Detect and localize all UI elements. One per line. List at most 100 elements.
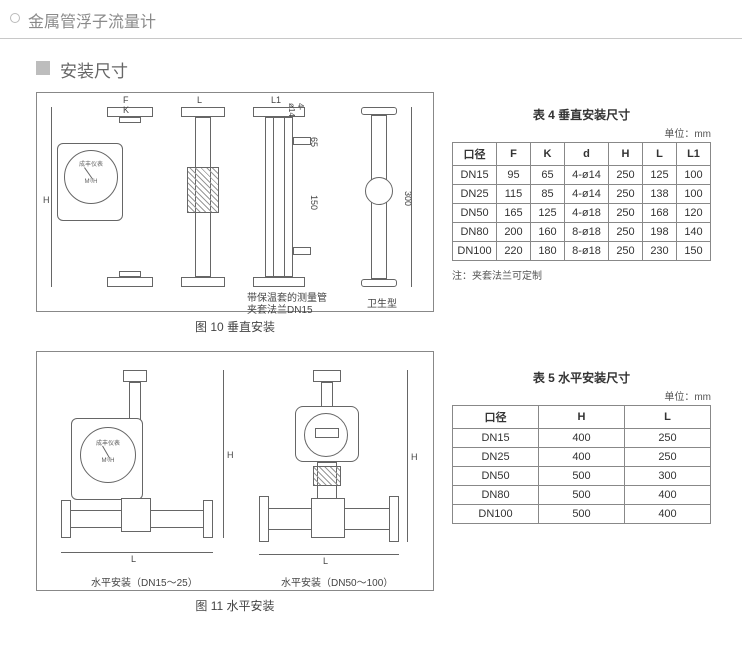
table-cell: 300 <box>625 467 711 486</box>
fig10-d1-botflange <box>107 277 153 287</box>
table5-block: 表 5 水平安装尺寸 单位：mm 口径HL DN15400250DN254002… <box>452 369 711 524</box>
fig10-dim-65: 65 <box>309 137 319 147</box>
table-cell: 85 <box>531 185 565 204</box>
table-header-cell: L <box>625 406 711 429</box>
figure11-block: 成丰仪表 M³/H L H <box>36 351 434 614</box>
table-cell: 120 <box>677 204 711 223</box>
fig11-r-cap <box>313 370 341 382</box>
fig11-r-dial <box>304 413 348 457</box>
table-cell: DN80 <box>453 223 497 242</box>
fig11-r-gauge <box>295 406 359 462</box>
fig10-d1-topflange <box>107 107 153 117</box>
fig11-r-fr <box>389 496 399 542</box>
table-cell: 8-ø18 <box>565 242 609 261</box>
table-cell: 400 <box>539 448 625 467</box>
fig11-r-H: H <box>411 452 418 462</box>
fig10-d3-port2 <box>293 247 311 255</box>
fig10-dim-F: F <box>123 95 129 105</box>
page-header: 金属管浮子流量计 <box>0 0 742 39</box>
table-row: DN25400250 <box>453 448 711 467</box>
fig11-l-stem <box>129 382 141 422</box>
fig10-d3-bf <box>253 277 305 287</box>
figure10-caption: 图 10 垂直安装 <box>36 318 434 335</box>
fig10-d1-neck1 <box>119 117 141 123</box>
fig11-l-Lline <box>61 552 213 553</box>
fig10-dim-L1: L1 <box>271 95 281 105</box>
fig11-r-tee <box>311 498 345 538</box>
table-row: DN100500400 <box>453 505 711 524</box>
table-cell: 250 <box>609 242 643 261</box>
table-cell: 250 <box>625 448 711 467</box>
table-cell: DN50 <box>453 467 539 486</box>
fig10-dim-H-line <box>51 107 52 287</box>
page-title: 金属管浮子流量计 <box>28 14 156 31</box>
fig11-r-stem <box>321 382 333 408</box>
fig10-d4-bclamp <box>361 279 397 287</box>
table5: 口径HL DN15400250DN25400250DN50500300DN805… <box>452 405 711 524</box>
fig10-d4-dial <box>365 177 393 205</box>
table-cell: DN100 <box>453 242 497 261</box>
table-cell: 125 <box>643 166 677 185</box>
fig10-dim-300-line <box>411 107 412 287</box>
table-cell: DN100 <box>453 505 539 524</box>
table-row: DN1595654-ø14250125100 <box>453 166 711 185</box>
table-cell: 250 <box>609 166 643 185</box>
table-cell: 65 <box>531 166 565 185</box>
table-cell: DN15 <box>453 429 539 448</box>
table-cell: 150 <box>677 242 711 261</box>
table-row: DN501651254-ø18250168120 <box>453 204 711 223</box>
figure10-box: F K 成丰仪表 M³/H H <box>36 92 434 312</box>
table4-note: 注：夹套法兰可定制 <box>452 267 711 282</box>
table4-title: 表 4 垂直安装尺寸 <box>452 106 711 123</box>
table-cell: 4-ø14 <box>565 166 609 185</box>
table4-header-row: 口径FKdHLL1 <box>453 143 711 166</box>
table4-body: DN1595654-ø14250125100DN25115854-ø142501… <box>453 166 711 261</box>
table-row: DN80500400 <box>453 486 711 505</box>
table-row: DN15400250 <box>453 429 711 448</box>
table4-unit: 单位：mm <box>452 125 711 140</box>
row-2: 成丰仪表 M³/H L H <box>0 351 742 614</box>
fig10-d1-brand: 成丰仪表 <box>65 159 117 168</box>
table-cell: 250 <box>609 204 643 223</box>
fig10-d1-dial: 成丰仪表 M³/H <box>64 150 118 204</box>
fig11-r-Hline <box>407 370 408 542</box>
fig11-cap2: 水平安装（DN50～100） <box>281 574 393 589</box>
table-cell: 400 <box>625 486 711 505</box>
fig10-dim-phi14: 4-ø14 <box>287 103 305 117</box>
table-cell: 250 <box>609 223 643 242</box>
fig10-dim-H: H <box>43 195 50 205</box>
table-cell: 200 <box>497 223 531 242</box>
table-cell: 95 <box>497 166 531 185</box>
fig11-r-lcd <box>315 428 339 438</box>
fig11-l-dial: 成丰仪表 M³/H <box>80 427 136 483</box>
table-row: DN25115854-ø14250138100 <box>453 185 711 204</box>
table-header-cell: L1 <box>677 143 711 166</box>
table-cell: DN25 <box>453 185 497 204</box>
fig11-r-L: L <box>323 556 328 566</box>
table-cell: 165 <box>497 204 531 223</box>
fig11-l-tee <box>121 498 151 532</box>
fig11-l-fl <box>61 500 71 538</box>
table-cell: 500 <box>539 505 625 524</box>
table4-block: 表 4 垂直安装尺寸 单位：mm 口径FKdHLL1 DN1595654-ø14… <box>452 106 711 282</box>
fig10-d4-tclamp <box>361 107 397 115</box>
table-cell: 168 <box>643 204 677 223</box>
table-cell: 4-ø14 <box>565 185 609 204</box>
table-cell: 400 <box>539 429 625 448</box>
table-cell: 250 <box>625 429 711 448</box>
table-cell: DN25 <box>453 448 539 467</box>
table-cell: 115 <box>497 185 531 204</box>
fig11-l-fr <box>203 500 213 538</box>
fig10-dim-L: L <box>197 95 202 105</box>
table4: 口径FKdHLL1 DN1595654-ø14250125100DN251158… <box>452 142 711 261</box>
fig10-note2: 夹套法兰DN15 <box>247 301 313 316</box>
fig11-l-brand: 成丰仪表 <box>81 438 135 447</box>
table-cell: DN50 <box>453 204 497 223</box>
fig11-r-fl <box>259 496 269 542</box>
table5-header-row: 口径HL <box>453 406 711 429</box>
fig10-d2-mid <box>187 167 219 213</box>
fig11-l-Hline <box>223 370 224 538</box>
fig11-l-needle <box>102 446 110 459</box>
table-header-cell: 口径 <box>453 406 539 429</box>
table5-title: 表 5 水平安装尺寸 <box>452 369 711 386</box>
